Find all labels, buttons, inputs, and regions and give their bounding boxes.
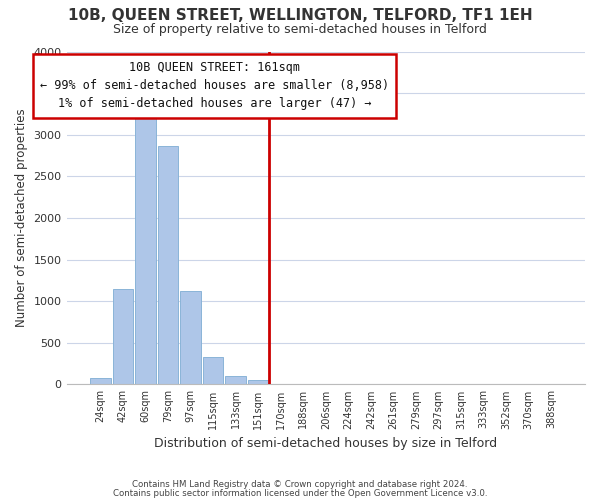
Bar [135,110,156,384]
Bar [90,378,111,384]
Bar [158,146,178,384]
Text: Size of property relative to semi-detached houses in Telford: Size of property relative to semi-detach… [113,22,487,36]
Bar [203,357,223,384]
Text: 10B, QUEEN STREET, WELLINGTON, TELFORD, TF1 1EH: 10B, QUEEN STREET, WELLINGTON, TELFORD, … [68,8,532,22]
Bar [180,291,201,384]
Bar [113,288,133,384]
Bar [225,376,246,384]
Bar [248,380,269,384]
Y-axis label: Number of semi-detached properties: Number of semi-detached properties [15,108,28,328]
Text: 10B QUEEN STREET: 161sqm
← 99% of semi-detached houses are smaller (8,958)
1% of: 10B QUEEN STREET: 161sqm ← 99% of semi-d… [40,62,389,110]
X-axis label: Distribution of semi-detached houses by size in Telford: Distribution of semi-detached houses by … [154,437,497,450]
Text: Contains HM Land Registry data © Crown copyright and database right 2024.: Contains HM Land Registry data © Crown c… [132,480,468,489]
Text: Contains public sector information licensed under the Open Government Licence v3: Contains public sector information licen… [113,488,487,498]
